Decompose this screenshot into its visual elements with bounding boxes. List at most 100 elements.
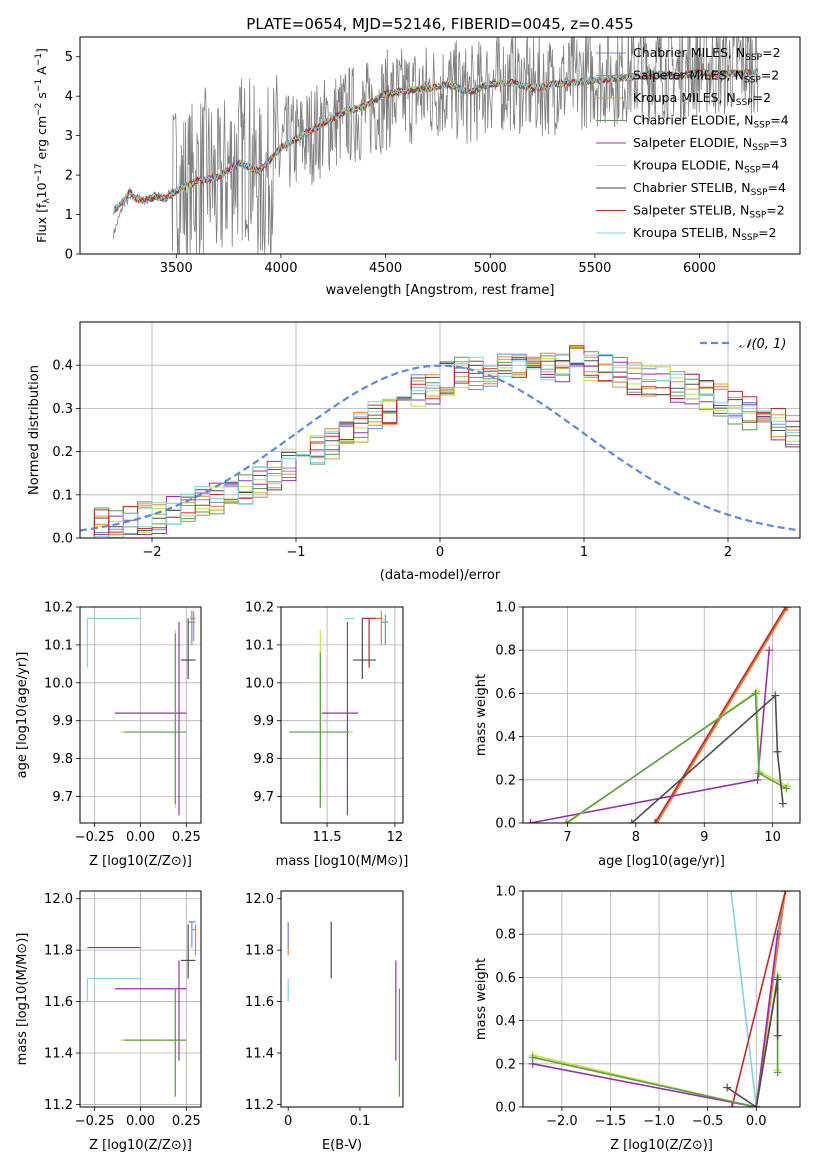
weight-marker-salpeter-miles (783, 607, 792, 611)
weight-marker-salpeter-stelib (727, 1103, 736, 1107)
x-tick-label: 2 (724, 545, 732, 560)
y-tick-label: 0.6 (495, 687, 516, 702)
y-tick-label: 10.2 (44, 601, 73, 616)
x-axis-label: (data-model)/error (380, 568, 501, 583)
histogram-kroupa-elodie (80, 346, 800, 538)
weight-line-salpeter-stelib (731, 891, 787, 1107)
y-tick-label: 9.8 (253, 752, 274, 767)
panel-mass_vs_Z: −0.25 0.00 0.25 11.2 11.4 11.6 11.8 12.0 Z [log1… (15, 890, 202, 1153)
y-tick-label: 11.4 (245, 1047, 274, 1062)
y-tick-label: 1.0 (495, 601, 516, 616)
x-tick-label: 3500 (160, 261, 193, 276)
legend-label: Salpeter ELODIE, NSSP=3 (633, 135, 787, 153)
legend-label: Salpeter MILES, NSSP=2 (633, 68, 779, 86)
weight-marker-chabrier-stelib (773, 1031, 782, 1040)
weight-marker-chabrier-elodie (782, 784, 791, 793)
x-axis-label: mass [log10(M/M⊙)] (276, 854, 409, 869)
y-tick-label: 0.0 (52, 532, 73, 547)
y-tick-label: 0.2 (495, 1057, 516, 1072)
weight-marker-chabrier-stelib (627, 819, 636, 823)
panel-weight_vs_age: 7 8 9 10 0.0 0.2 0.4 0.6 0.8 1.0 age [log10(age/yr… (474, 601, 801, 869)
normal-curve (79, 364, 801, 532)
y-tick-label: 11.6 (245, 995, 274, 1010)
y-tick-label: 11.6 (44, 995, 73, 1010)
panel-age_vs_Z: −0.25 0.00 0.25 9.7 9.8 9.9 10.0 10.1 10.2 Z [log… (15, 601, 202, 869)
x-tick-label: 0.25 (172, 1114, 201, 1129)
axes-frame (522, 606, 801, 824)
x-tick-label: −2.0 (546, 1114, 578, 1129)
x-tick-label: −0.25 (75, 830, 115, 845)
x-tick-label: 0.00 (126, 830, 155, 845)
weight-marker-chabrier-stelib (773, 747, 782, 756)
legend-label: Kroupa STELIB, NSSP=2 (633, 225, 777, 243)
y-tick-label: 11.8 (44, 944, 73, 959)
legend-label: Salpeter STELIB, NSSP=2 (633, 203, 785, 221)
x-tick-label: 7 (563, 830, 571, 845)
y-tick-label: 1.0 (495, 885, 516, 900)
weight-marker-kroupa-elodie (563, 819, 572, 823)
y-tick-label: 0.4 (52, 359, 73, 374)
axes-frame (280, 890, 404, 1108)
weight-marker-kroupa-stelib (726, 891, 735, 895)
weight-line-salpeter-stelib (654, 607, 787, 823)
y-tick-label: 0.3 (52, 402, 73, 417)
weight-marker-salpeter-stelib (651, 819, 660, 823)
panel-age_vs_mass: 11.5 12 9.7 9.8 9.9 10.0 10.1 10.2 mass [log10(M… (245, 601, 408, 870)
y-tick-label: 2 (65, 169, 73, 184)
x-tick-label: −2 (142, 545, 161, 560)
y-tick-label: 0.8 (495, 928, 516, 943)
x-tick-label: 5500 (578, 261, 611, 276)
weight-marker-chabrier-elodie (754, 769, 763, 778)
axes-frame (79, 36, 801, 255)
x-tick-label: −1.0 (643, 1114, 675, 1129)
weight-marker-salpeter-elodie (765, 646, 774, 655)
y-axis-label: mass [log10(M/M⊙)] (15, 933, 30, 1066)
weight-marker-salpeter-elodie (526, 819, 535, 823)
x-axis-label: wavelength [Angstrom, rest frame] (326, 283, 555, 298)
y-tick-label: 11.4 (44, 1047, 73, 1062)
x-tick-label: 8 (632, 830, 640, 845)
x-tick-label: 0.00 (126, 1114, 155, 1129)
x-tick-label: 1 (580, 545, 588, 560)
weight-line-chabrier-elodie (565, 691, 787, 823)
y-tick-label: 11.2 (44, 1098, 73, 1113)
legend-label: 𝒩(0, 1) (739, 337, 786, 352)
weight-marker-chabrier-elodie (751, 689, 760, 698)
x-axis-label: Z [log10(Z/Z⊙)] (610, 1138, 713, 1153)
histogram-kroupa-stelib (80, 354, 800, 538)
y-tick-label: 10.0 (44, 676, 73, 691)
y-axis-label: Flux [fλ10−17 erg cm−2 s−1 A−1] (34, 48, 52, 243)
y-tick-label: 0.2 (495, 773, 516, 788)
weight-marker-salpeter-stelib (781, 607, 790, 611)
y-tick-label: 1 (65, 208, 73, 223)
x-tick-label: 0.0 (746, 1114, 767, 1129)
histogram-kroupa-miles (80, 355, 800, 538)
weight-marker-salpeter-stelib (781, 891, 790, 895)
histogram-chabrier-elodie (80, 347, 800, 538)
x-tick-label: 9 (700, 830, 708, 845)
x-tick-label: −1.5 (595, 1114, 627, 1129)
weight-marker-chabrier-stelib (773, 975, 782, 984)
x-tick-label: −0.5 (692, 1114, 724, 1129)
x-tick-label: 6000 (683, 261, 716, 276)
y-tick-label: 11.8 (245, 944, 274, 959)
x-tick-label: 0.25 (172, 830, 201, 845)
y-tick-label: 0.8 (495, 644, 516, 659)
y-tick-label: 12.0 (245, 892, 274, 907)
x-tick-label: 5000 (474, 261, 507, 276)
y-tick-label: 0.1 (52, 488, 73, 503)
y-tick-label: 4 (65, 90, 73, 105)
figure-title: PLATE=0654, MJD=52146, FIBERID=0045, z=0… (246, 15, 633, 33)
panel-mass_vs_EBV: 0 0.1 11.2 11.4 11.6 11.8 12.0 E(B-V) (245, 890, 404, 1153)
weight-marker-salpeter-elodie (773, 930, 782, 939)
x-axis-label: E(B-V) (322, 1138, 362, 1153)
y-tick-label: 5 (65, 50, 73, 65)
y-tick-label: 0.4 (495, 730, 516, 745)
y-tick-label: 9.7 (253, 790, 274, 805)
legend-label: Chabrier ELODIE, NSSP=4 (633, 113, 789, 131)
weight-marker-chabrier-stelib (723, 1083, 732, 1092)
y-axis-label: Normed distribution (27, 365, 42, 495)
axes-frame (280, 606, 404, 824)
x-tick-label: 4000 (264, 261, 297, 276)
